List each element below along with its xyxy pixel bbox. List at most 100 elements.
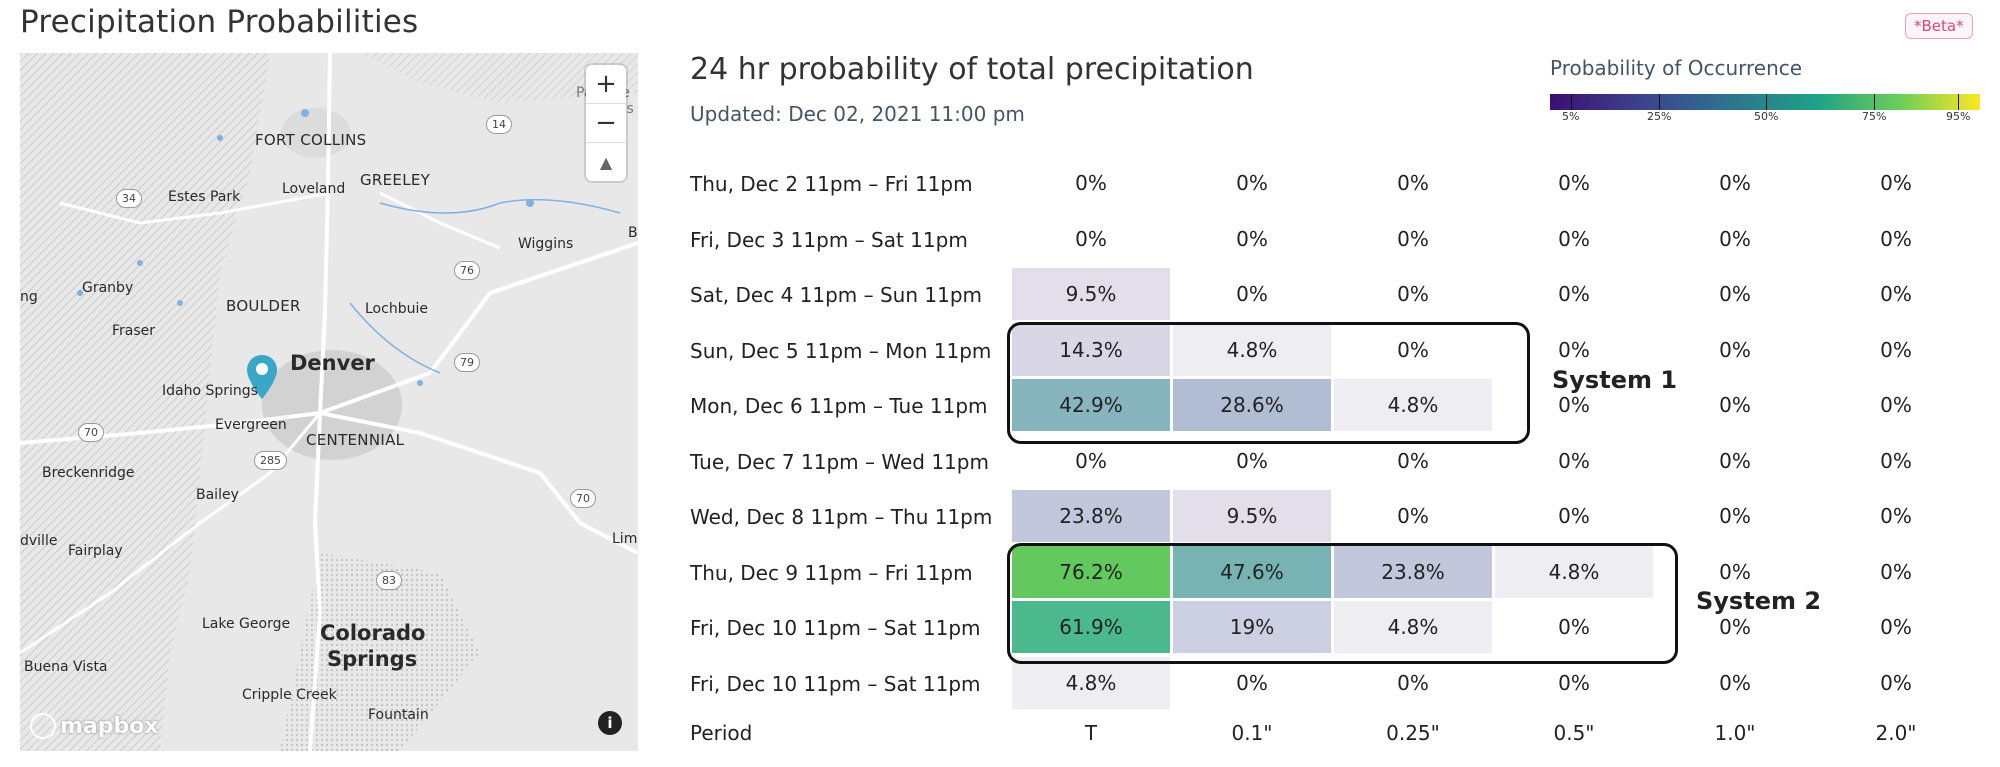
- probability-cell: 0%: [1236, 282, 1268, 306]
- map-label-breckenridge: Breckenridge: [42, 465, 135, 481]
- map-label-springs: Springs: [327, 647, 418, 671]
- updated-timestamp: Updated: Dec 02, 2021 11:00 pm: [690, 102, 1025, 126]
- probability-cell: 0%: [1236, 448, 1268, 473]
- period-label: Wed, Dec 8 11pm – Thu 11pm: [690, 505, 993, 529]
- panel-title: 24 hr probability of total precipitation: [690, 52, 1254, 87]
- location-pin-icon[interactable]: [245, 353, 279, 401]
- table-row: Fri, Dec 10 11pm – Sat 11pm 4.8% 0% 0% 0% 0% 0…: [690, 656, 1990, 712]
- map-info-button[interactable]: i: [598, 711, 622, 735]
- map-label-b: B: [628, 225, 638, 241]
- probability-cell: 0%: [1719, 337, 1751, 362]
- table-row: Wed, Dec 8 11pm – Thu 11pm 23.8% 9.5% 0% 0% 0…: [690, 490, 1990, 545]
- map-view[interactable]: FORT COLLINS GREELEY Estes Park Loveland…: [20, 53, 638, 751]
- system-1-outline: [1007, 322, 1530, 444]
- probability-cell: 4.8%: [1173, 323, 1331, 376]
- period-label: Mon, Dec 6 11pm – Tue 11pm: [690, 394, 988, 418]
- table-row: Tue, Dec 7 11pm – Wed 11pm 0% 0% 0% 0% 0% 0%: [690, 435, 1990, 490]
- zoom-control: + − ▲: [586, 65, 626, 181]
- probability-cell: 0%: [1236, 226, 1268, 251]
- probability-cell: 4.8%: [1012, 656, 1170, 709]
- map-label-loveland: Loveland: [282, 181, 346, 197]
- map-label-granby: Granby: [82, 280, 134, 296]
- probability-cell: 0%: [1558, 615, 1590, 639]
- probability-cell: 0%: [1719, 615, 1751, 639]
- probability-cell: 0%: [1397, 504, 1429, 528]
- legend-colorbar: [1550, 94, 1980, 110]
- probability-cell: 0%: [1397, 171, 1429, 195]
- probability-cell: 0%: [1558, 670, 1590, 695]
- highway-marker: 79: [454, 353, 480, 372]
- probability-cell: 0%: [1558, 393, 1590, 417]
- probability-cell: 9.5%: [1173, 490, 1331, 542]
- map-label-fraser: Fraser: [112, 323, 156, 339]
- probability-cell: 19%: [1173, 601, 1331, 653]
- system-1-label: System 1: [1552, 366, 1678, 394]
- probability-cell: 0%: [1075, 171, 1107, 195]
- map-label-greeley: GREELEY: [360, 171, 431, 189]
- map-label-fairplay: Fairplay: [68, 543, 123, 559]
- map-label-cripple-creek: Cripple Creek: [242, 687, 337, 703]
- system-2-outline: [1007, 543, 1678, 664]
- threshold-header: 0.5": [1553, 721, 1595, 745]
- map-label-evergreen: Evergreen: [215, 417, 287, 433]
- probability-cell: 0%: [1558, 282, 1590, 306]
- probability-cell: 4.8%: [1334, 601, 1492, 653]
- period-label: Fri, Dec 10 11pm – Sat 11pm: [690, 616, 981, 640]
- probability-cell: 23.8%: [1012, 490, 1170, 542]
- highway-marker: 70: [78, 423, 104, 442]
- table-row: Sun, Dec 5 11pm – Mon 11pm 14.3% 4.8% 0% 0% 0…: [690, 323, 1990, 379]
- probability-cell: 0%: [1075, 448, 1107, 473]
- probability-cell: 0%: [1880, 282, 1912, 306]
- map-label-lim: Lim: [612, 531, 638, 547]
- highway-marker: 70: [570, 489, 596, 508]
- map-label-centennial: CENTENNIAL: [306, 431, 405, 449]
- table-row: Thu, Dec 9 11pm – Fri 11pm 76.2% 47.6% 23.8…: [690, 545, 1990, 601]
- threshold-header: 1.0": [1714, 721, 1756, 745]
- mapbox-logo-text: mapbox: [60, 713, 159, 739]
- map-label-boulder: BOULDER: [226, 297, 301, 315]
- map-label-idaho-springs: Idaho Springs: [162, 383, 258, 399]
- table-row: Thu, Dec 2 11pm – Fri 11pm 0% 0% 0% 0% 0% 0%: [690, 157, 1990, 212]
- probability-cell: 0%: [1558, 337, 1590, 362]
- probability-cell: 23.8%: [1334, 545, 1492, 598]
- probability-cell: 47.6%: [1173, 545, 1331, 598]
- table-footer-row: Period T 0.1" 0.25" 0.5" 1.0" 2.0": [690, 712, 1990, 767]
- probability-cell: 0%: [1719, 670, 1751, 695]
- period-label: Thu, Dec 9 11pm – Fri 11pm: [690, 560, 973, 585]
- probability-cell: 0%: [1719, 504, 1751, 528]
- probability-cell: 0%: [1397, 448, 1429, 473]
- probability-cell: 0%: [1880, 171, 1912, 195]
- legend-tick: 5%: [1562, 94, 1580, 123]
- compass-button[interactable]: ▲: [599, 152, 613, 172]
- zoom-in-button[interactable]: +: [586, 65, 626, 104]
- mapbox-logo-icon: [30, 713, 56, 739]
- probability-cell: 14.3%: [1012, 323, 1170, 376]
- probability-cell: 0%: [1397, 670, 1429, 695]
- probability-cell: 0%: [1397, 282, 1429, 306]
- period-label: Tue, Dec 7 11pm – Wed 11pm: [690, 449, 989, 474]
- probability-cell: 0%: [1880, 670, 1912, 695]
- highway-marker: 285: [254, 451, 287, 470]
- map-label-buena-vista: Buena Vista: [24, 659, 108, 675]
- probability-cell: 0%: [1880, 337, 1912, 362]
- map-base: [20, 53, 638, 751]
- map-label-fort-collins: FORT COLLINS: [255, 131, 367, 149]
- probability-cell: 0%: [1558, 504, 1590, 528]
- system-2-label: System 2: [1696, 587, 1822, 615]
- zoom-out-button[interactable]: −: [586, 104, 626, 143]
- probability-cell: 76.2%: [1012, 545, 1170, 598]
- map-label-denver: Denver: [290, 351, 375, 375]
- probability-cell: 0%: [1236, 670, 1268, 695]
- probability-cell: 0%: [1558, 448, 1590, 473]
- legend-tick: 95%: [1946, 94, 1971, 123]
- probability-cell: 0%: [1236, 171, 1268, 195]
- probability-cell: 0%: [1880, 504, 1912, 528]
- period-header: Period: [690, 721, 753, 745]
- map-label-fountain: Fountain: [368, 707, 429, 723]
- probability-cell: 0%: [1719, 559, 1751, 584]
- table-row: Fri, Dec 10 11pm – Sat 11pm 61.9% 19% 4.8% 0…: [690, 601, 1990, 656]
- map-label-lake-george: Lake George: [202, 616, 291, 632]
- threshold-header: 0.1": [1231, 721, 1273, 745]
- map-label-lochbuie: Lochbuie: [365, 301, 428, 317]
- highway-marker: 34: [116, 189, 142, 208]
